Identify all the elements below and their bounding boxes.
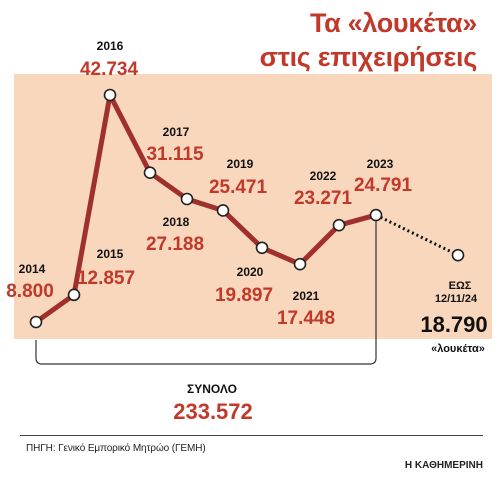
series-line [33,92,379,325]
data-point-2016 [103,88,117,102]
total-value-label: 233.572 [173,399,253,424]
year-label-2020: 2020 [237,265,264,279]
total-bracket [35,220,377,365]
data-point-partial [451,248,465,262]
value-label-2019: 25.471 [209,177,268,198]
data-point-2023 [369,208,383,222]
value-label-2017: 31.115 [146,144,203,165]
partial-label-line-2: 12/11/24 [435,293,478,305]
year-label-2014: 2014 [19,262,46,276]
total-label: ΣΥΝΟΛΟ [187,382,237,396]
footer-divider [20,435,483,436]
chart-title-line-2: στις επιχειρήσεις [259,42,478,72]
value-label-2020: 19.897 [215,285,273,306]
value-label-2015: 12.857 [77,268,135,289]
year-label-2021: 2021 [293,289,320,303]
partial-year-dotted-line [375,213,459,257]
data-point-2020 [255,241,269,255]
data-point-2014 [29,315,43,329]
year-label-2023: 2023 [367,157,394,171]
publisher-credit: Η ΚΑΘΗΜΕΡΙΝΗ [404,460,483,471]
value-label-2022: 23.271 [294,188,353,209]
value-label-2021: 17.448 [277,308,335,329]
year-label-2019: 2019 [227,157,254,171]
year-label-2016: 2016 [97,39,124,53]
chart-title-line-1: Τα «λουκέτα» [309,8,477,38]
source-note: ΠΗΓΗ: Γενικό Εμπορικό Μητρώο (ΓΕΜΗ) [26,443,206,454]
year-label-2022: 2022 [310,169,337,183]
year-label-2018: 2018 [163,215,190,229]
year-label-2015: 2015 [97,247,124,261]
data-point-2019 [216,204,230,217]
chart-panel-background [14,74,492,339]
value-label-2018: 27.188 [146,234,204,255]
value-label-2016: 42.734 [80,59,139,80]
partial-value-label: 18.790 [420,312,487,337]
partial-unit-label: «λουκέτα» [431,343,485,355]
data-point-2015 [67,288,81,302]
year-label-2017: 2017 [163,125,190,139]
value-label-2014: 8.800 [6,281,54,302]
data-point-2017 [143,166,157,180]
data-point-2022 [332,218,346,232]
partial-label-line-1: ΕΩΣ [449,280,472,292]
data-point-2021 [293,257,307,271]
value-label-2023: 24.791 [354,175,413,196]
data-point-2018 [180,192,194,206]
